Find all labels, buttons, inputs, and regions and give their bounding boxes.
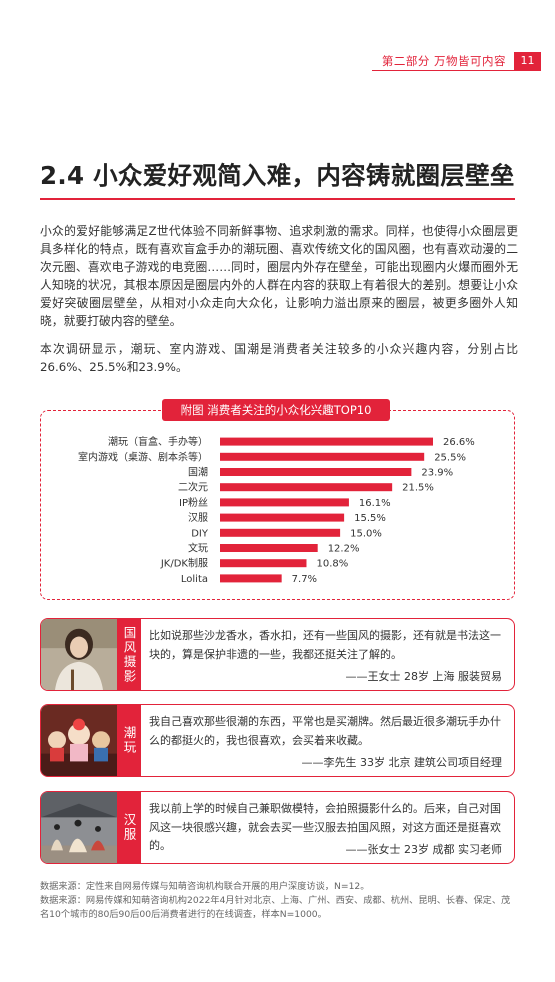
- paragraph-intro: 小众的爱好能够满足Z世代体验不同新鲜事物、追求刺激的需求。同样，也使得小众圈层更…: [40, 224, 518, 329]
- paragraph-survey: 本次调研显示，潮玩、室内游戏、国潮是消费者关注较多的小众兴趣内容，分别占比26.…: [40, 342, 518, 375]
- category-label: DIY: [191, 528, 209, 539]
- page-header: 第二部分 万物皆可内容 11: [382, 52, 541, 70]
- quote-attribution: ——王女士 28岁 上海 服装贸易: [345, 670, 503, 683]
- bar: [220, 544, 318, 552]
- quote-tag: 潮玩: [117, 705, 141, 776]
- category-label: IP粉丝: [179, 496, 208, 509]
- bar: [220, 483, 393, 492]
- value-label: 21.5%: [402, 483, 434, 494]
- category-label: 文玩: [188, 542, 208, 555]
- bar: [220, 513, 345, 522]
- interest-bar-chart: 潮玩（盲盒、手办等） 26.6% 室内游戏（桌游、剧本杀等） 25.5% 国潮 23.9%…: [78, 435, 475, 585]
- section-label: 第二部分 万物皆可内容: [381, 54, 506, 68]
- category-label: 汉服: [188, 512, 208, 524]
- category-label: 室内游戏（桌游、剧本杀等）: [78, 450, 208, 463]
- bar: [220, 559, 307, 568]
- bar: [220, 468, 412, 476]
- title-rule: [40, 198, 515, 200]
- quote-text: 我自己喜欢那些很潮的东西，平常也是买潮牌。然后最近很多潮玩手办什么的都挺火的，我…: [149, 715, 501, 747]
- category-label: JK/DK制服: [160, 557, 208, 570]
- section-title: 2.4 小众爱好观简入难，内容铸就圈层壁垒: [40, 161, 515, 190]
- category-label: 二次元: [178, 481, 208, 494]
- page-number: 11: [514, 52, 541, 70]
- value-label: 10.8%: [316, 559, 348, 570]
- value-label: 7.7%: [292, 574, 317, 585]
- bar: [220, 437, 433, 446]
- quote-card-chaowan: 潮玩 我自己喜欢那些很潮的东西，平常也是买潮牌。然后最近很多潮玩手办什么的都挺火…: [40, 704, 515, 777]
- figurines-photo: [41, 705, 117, 776]
- data-source-survey: 数据来源：网易传媒和知萌咨询机构2022年4月针对北京、上海、广州、西安、成都、…: [40, 895, 511, 920]
- category-label: 潮玩（盲盒、手办等）: [108, 435, 208, 448]
- category-label: 国潮: [188, 466, 208, 479]
- bar: [220, 528, 341, 537]
- hanfu-dancers-photo: [41, 792, 117, 863]
- value-label: 23.9%: [421, 468, 453, 479]
- category-label: Lolita: [181, 574, 208, 585]
- quote-card-hanfu: 汉服 我以前上学的时候自己兼职做模特，会拍照摄影什么的。后来，自己对国风这一块很…: [40, 791, 515, 864]
- bar: [220, 574, 282, 583]
- woman-portrait-photo: [41, 619, 117, 690]
- quote-tag: 汉服: [117, 792, 141, 863]
- quote-attribution: ——张女士 23岁 成都 实习老师: [345, 843, 503, 856]
- value-label: 16.1%: [359, 498, 391, 509]
- value-label: 26.6%: [443, 437, 475, 448]
- value-label: 15.5%: [354, 513, 386, 524]
- quote-tag: 国风摄影: [117, 619, 141, 690]
- header-rule: [372, 70, 541, 71]
- quote-text: 比如说那些沙龙香水，香水扣，还有一些国风的摄影，还有就是书法这一块的，算是保护非…: [149, 629, 501, 661]
- chart-title: 附图 消费者关注的小众化兴趣TOP10: [162, 399, 390, 421]
- data-source-qualitative: 数据来源：定性来自网易传媒与知萌咨询机构联合开展的用户深度访谈，N=12。: [40, 881, 370, 892]
- quote-text: 我以前上学的时候自己兼职做模特，会拍照摄影什么的。后来，自己对国风这一块很感兴趣…: [149, 802, 501, 852]
- value-label: 12.2%: [328, 544, 360, 555]
- bar: [220, 452, 425, 461]
- value-label: 25.5%: [434, 452, 466, 463]
- quote-card-guofeng: 国风摄影 比如说那些沙龙香水，香水扣，还有一些国风的摄影，还有就是书法这一块的，…: [40, 618, 515, 691]
- value-label: 15.0%: [350, 528, 382, 539]
- quote-attribution: ——李先生 33岁 北京 建筑公司项目经理: [301, 756, 503, 769]
- bar: [220, 498, 349, 507]
